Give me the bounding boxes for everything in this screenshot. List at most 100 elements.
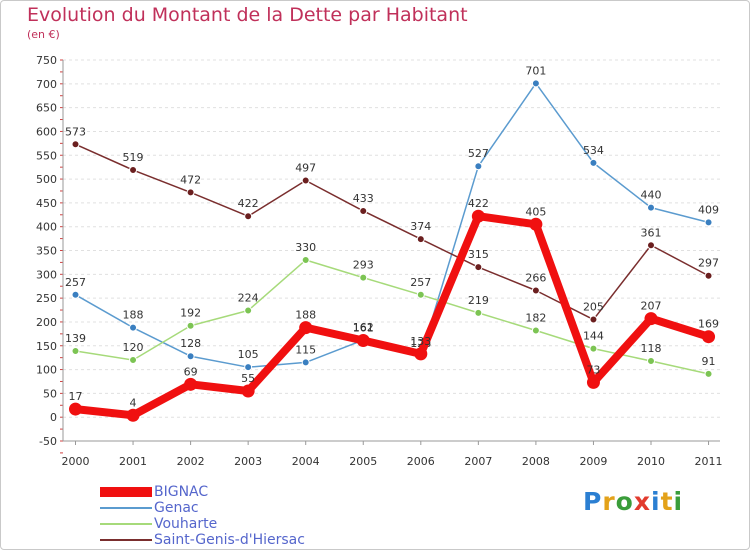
legend-item-genac: Genac [100,500,305,516]
data-label-saint-genis-d-hiersac: 297 [698,257,719,270]
legend-item-bignac: BIGNAC [100,484,305,500]
data-point-bignac [586,375,600,389]
data-label-saint-genis-d-hiersac: 433 [353,192,374,205]
data-point-saint-genis-d-hiersac [301,176,310,185]
x-tick-label: 2006 [407,455,435,468]
chart-title: Evolution du Montant de la Dette par Hab… [27,4,468,26]
x-tick-label: 2011 [695,455,723,468]
data-label-bignac: 17 [69,390,83,403]
y-tick-label: 750 [36,54,57,67]
data-label-saint-genis-d-hiersac: 361 [641,226,662,239]
legend-label-genac: Genac [154,500,199,516]
data-label-genac: 115 [295,343,316,356]
logo-letter: x [633,487,651,516]
data-label-genac: 128 [180,337,201,350]
data-label-vouharte: 330 [295,241,316,254]
data-point-bignac [356,334,370,348]
data-point-genac [244,363,253,372]
data-point-saint-genis-d-hiersac [359,206,368,215]
data-label-saint-genis-d-hiersac: 422 [238,197,259,210]
legend-item-saint-genis: Saint-Genis-d'Hiersac [100,532,305,548]
data-point-vouharte [301,256,310,265]
data-label-genac: 409 [698,203,719,216]
data-label-bignac: 161 [353,322,374,335]
data-point-vouharte [474,308,483,317]
data-point-bignac [126,408,140,422]
data-point-genac [71,290,80,299]
y-tick-label: 450 [36,197,57,210]
data-point-saint-genis-d-hiersac [647,241,655,250]
data-label-genac: 534 [583,144,604,157]
y-tick-label: 700 [36,78,57,91]
data-label-saint-genis-d-hiersac: 266 [525,272,546,285]
data-label-vouharte: 144 [583,330,604,343]
data-label-vouharte: 257 [410,276,431,289]
data-point-genac [647,203,655,212]
x-tick-label: 2002 [177,455,205,468]
x-tick-label: 2009 [579,455,607,468]
data-point-saint-genis-d-hiersac [416,235,425,244]
y-tick-label: 0 [50,411,57,424]
data-label-vouharte: 91 [702,355,716,368]
data-label-bignac: 69 [184,365,198,378]
data-label-vouharte: 139 [65,332,86,345]
x-tick-label: 2000 [62,455,90,468]
data-point-bignac [644,312,658,326]
data-point-saint-genis-d-hiersac [129,166,138,175]
data-point-genac [531,79,540,88]
data-point-genac [589,158,598,167]
data-label-saint-genis-d-hiersac: 519 [123,151,144,164]
data-label-bignac: 207 [641,300,662,313]
data-label-bignac: 73 [586,363,600,376]
data-point-vouharte [704,369,713,378]
data-label-bignac: 169 [698,318,719,331]
legend-swatch-vouharte [100,523,152,525]
y-tick-label: 250 [36,292,57,305]
data-point-vouharte [647,356,655,365]
data-point-vouharte [589,344,598,353]
chart-legend: BIGNAC Genac Vouharte Saint-Genis-d'Hier… [100,484,305,548]
data-label-vouharte: 120 [123,341,144,354]
y-tick-label: 300 [36,268,57,281]
data-point-vouharte [244,306,253,315]
data-label-genac: 188 [123,309,144,322]
y-tick-label: 500 [36,173,57,186]
data-label-vouharte: 293 [353,259,374,272]
data-label-vouharte: 224 [238,292,259,305]
data-point-genac [301,358,310,367]
data-point-bignac [241,384,255,398]
series-line-saint-genis-d-hiersac [74,143,710,321]
data-label-bignac: 4 [130,396,137,409]
data-point-genac [129,323,138,332]
logo-letter: o [615,487,634,516]
data-point-saint-genis-d-hiersac [186,188,195,197]
data-label-bignac: 55 [241,372,255,385]
data-point-bignac [471,209,485,223]
proxiti-logo: Proxiti [583,487,683,516]
x-tick-label: 2004 [292,455,320,468]
x-tick-label: 2003 [234,455,262,468]
data-label-saint-genis-d-hiersac: 472 [180,173,201,186]
data-point-genac [186,352,195,361]
data-label-genac: 257 [65,276,86,289]
data-label-saint-genis-d-hiersac: 497 [295,161,316,174]
data-point-vouharte [359,273,368,282]
legend-label-saint-genis: Saint-Genis-d'Hiersac [154,532,305,548]
y-tick-label: 650 [36,102,57,115]
x-tick-label: 2010 [637,455,665,468]
data-label-vouharte: 192 [180,307,201,320]
legend-label-bignac: BIGNAC [154,484,209,500]
logo-letter: i [673,487,684,516]
data-point-bignac [69,402,82,416]
y-tick-label: 400 [36,221,57,234]
logo-letter: P [583,487,603,516]
data-point-bignac [702,330,716,344]
logo-letter: r [602,487,616,516]
legend-label-vouharte: Vouharte [154,516,218,532]
data-label-bignac: 188 [295,309,316,322]
logo-letter: t [660,487,674,516]
series-line-vouharte [74,259,710,375]
legend-item-vouharte: Vouharte [100,516,305,532]
data-label-genac: 162 [353,321,374,334]
